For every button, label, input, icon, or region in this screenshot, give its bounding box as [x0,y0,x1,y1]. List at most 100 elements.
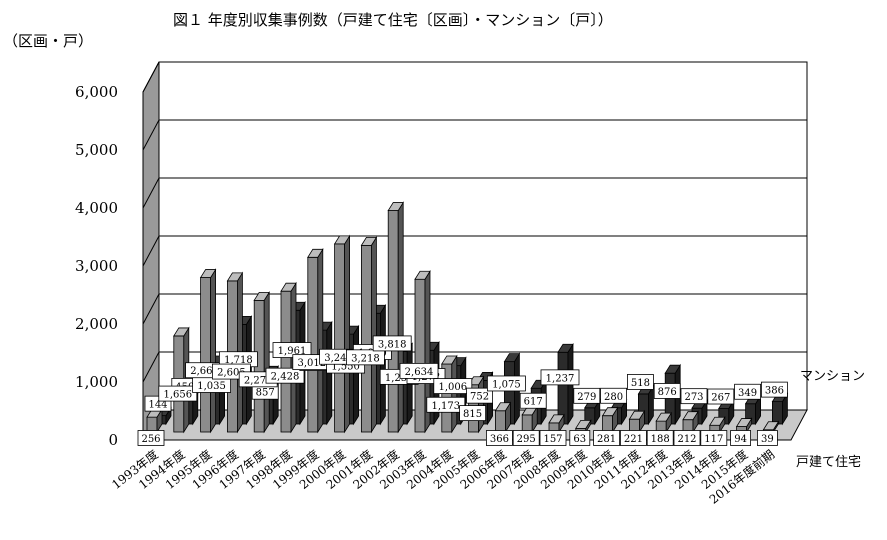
data-label-front-box [700,430,728,446]
data-label-back-text: 386 [765,386,784,397]
bar-back-face [557,351,569,425]
data-label-back-text: 617 [524,397,543,408]
data-label-front: 815 [459,405,487,421]
data-label-front: 188 [646,430,674,446]
data-label-back-text: 876 [658,387,677,398]
data-label-back-box [653,383,681,399]
bar-front-side [210,268,217,434]
data-label-front-box [539,430,567,446]
data-label-front: 221 [620,430,647,446]
data-label-front: 1,656 [158,385,198,402]
data-label-front: 157 [539,430,567,446]
gridline-side [142,351,160,383]
bar-front-top [682,411,699,421]
bar-back-side [353,324,360,426]
bar-front-face [387,210,399,433]
data-label-back: 617 [519,392,547,409]
bar-front-top [762,421,780,431]
data-label-back-text: 1,718 [224,355,253,366]
data-label-back-text: 267 [711,393,730,404]
data-label-front-text: 157 [543,434,562,445]
bar-front-top [173,327,190,337]
data-label-back-text: 1,006 [438,382,467,393]
bar-front-top [360,236,378,246]
data-label-front-text: 2,270 [244,375,273,386]
bar-front-top [735,418,753,427]
x-axis-categories: 1993年度1994年度1995年度1996年度1997年度1998年度1999… [109,447,778,507]
gridline-side [142,177,160,209]
bar-front-side [451,354,458,434]
data-label-front-text: 3,218 [351,353,380,364]
data-label-front: 1,173 [426,396,466,413]
bar-front-top [628,410,646,420]
data-label-front-box [426,396,466,413]
y-tick-label: 5,000 [75,141,118,159]
bar-back-top [503,353,521,363]
data-label-back: 1,961 [272,342,312,358]
data-label-back-text: 273 [684,392,703,403]
data-label-back: 1,075 [486,375,526,392]
bar-front [682,410,699,434]
data-label-back-box [272,342,312,358]
bar-front-top [280,282,297,292]
data-label-front-box [757,430,778,446]
data-label-front-box [673,430,701,446]
data-label-front: 2,634 [399,362,439,379]
bar-front-top [307,248,324,258]
data-label-front-text: 94 [734,434,747,445]
bar-front-face [602,415,613,433]
data-label-back-text: 279 [577,392,596,403]
data-label-front-text: 2,605 [217,368,246,379]
series-name-front: 戸建て住宅 [796,455,861,470]
bar-back [771,392,789,426]
data-label-back-text: 1,237 [546,373,575,384]
data-label-front-text: 3,012 [297,358,326,369]
bar-front-face [280,290,292,433]
data-label-front-text: 295 [517,434,536,445]
gridline-side [142,119,160,151]
y-axis-ticks: 0 1,000 2,000 3,000 4,000 5,000 6,000 [75,83,118,449]
data-label-back-text: 280 [604,392,623,403]
data-label-front-box [512,430,540,446]
data-label-front-text: 2,634 [405,367,434,378]
data-label-back: 349 [734,383,761,400]
data-label-back: 1,035 [192,377,232,393]
bar-front-top [226,272,244,282]
bar-front-top [494,402,512,412]
data-label-back-box [573,387,601,404]
data-label-front: 281 [593,430,620,446]
bar-front [307,247,324,434]
data-label-front-text: 281 [597,434,616,445]
data-label-back-box [486,375,526,392]
bar-front-top [387,202,404,211]
data-label-back-text: 752 [470,392,489,403]
data-label-front: 366 [485,430,513,446]
bar-front [521,405,538,434]
bar-front [199,268,217,434]
data-label-front: 94 [730,430,751,446]
bar-front-top [601,407,619,417]
y-axis-unit-label: （区画・戸） [3,32,93,50]
gridline-side [142,293,160,325]
data-label-front-text: 3,818 [378,339,407,350]
bar-front-top [709,416,726,426]
bar-front [601,406,619,434]
data-label-back: 267 [707,388,735,405]
data-label-front-box [158,385,198,402]
data-label-back-box [466,387,494,404]
data-label-front-box [485,430,513,446]
data-label-back-box [519,392,547,409]
bar-front-top [414,270,431,280]
chart-title: 図１ 年度別収集事例数（戸建て住宅〔区画〕・マンション〔戸〕） [173,11,613,29]
data-label-back-text: 1,550 [331,362,360,373]
bar-front-face [360,244,372,433]
bar-front [333,234,351,434]
y-tick-label: 4,000 [75,199,118,217]
data-label-front: 256 [137,430,165,446]
data-label-front-text: 366 [490,434,509,445]
data-label-front-box [345,349,385,366]
bar-front-side [263,290,270,434]
data-label-front-box [459,405,487,421]
data-labels: 1442564501,6561,0352,6631,7182,6058572,2… [137,335,788,446]
bar-front-side [370,235,377,434]
